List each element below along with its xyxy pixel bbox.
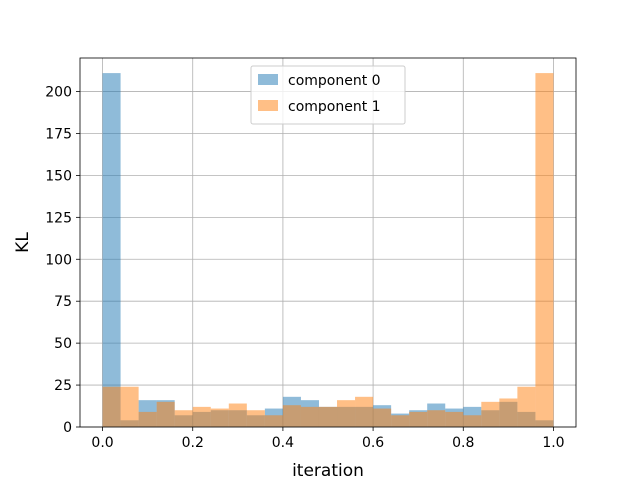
bar-series-1-bin-5 (192, 406, 211, 427)
bar-series-1-bin-6 (210, 408, 229, 427)
bar-series-1-bin-0 (102, 386, 121, 427)
bar-series-1-bin-14 (355, 396, 374, 427)
x-axis-label: iteration (292, 461, 364, 480)
legend: component 0 component 1 (250, 65, 406, 125)
bar-series-0-bin-0 (102, 73, 121, 427)
bar-series-1-bin-4 (174, 410, 193, 427)
x-tick-label-0: 0.0 (91, 435, 113, 451)
legend-swatch-component-1 (258, 100, 278, 111)
ticks: 0.0 0.2 0.4 0.6 0.8 1.0 0 25 50 75 100 125 150 175 200 (45, 85, 564, 451)
bar-series-1-bin-9 (264, 415, 283, 427)
bar-series-1-bin-7 (228, 403, 247, 427)
legend-label-component-0: component 0 (288, 73, 381, 89)
x-tick-label-2: 0.4 (272, 435, 294, 451)
y-tick-label-1: 25 (54, 378, 72, 394)
x-tick-label-1: 0.2 (182, 435, 204, 451)
legend-swatch-component-0 (258, 74, 278, 85)
y-tick-label-0: 0 (63, 420, 72, 436)
plot-frame (79, 57, 577, 428)
x-tick-label-4: 0.8 (452, 435, 474, 451)
y-tick-label-2: 50 (54, 336, 72, 352)
y-tick-label-8: 200 (45, 85, 72, 101)
bar-series-1-bin-16 (391, 415, 410, 427)
bar-series-1-bin-11 (300, 406, 319, 427)
bar-series-1-bin-24 (535, 73, 554, 427)
y-tick-label-3: 75 (54, 294, 72, 310)
x-tick-label-3: 0.6 (362, 435, 384, 451)
bar-series-1-bin-18 (427, 410, 446, 427)
bar-series-1-bin-17 (409, 411, 428, 427)
bar-series-1-bin-12 (318, 406, 338, 427)
bar-series-1-bin-13 (337, 400, 356, 427)
bar-series-1-bin-8 (246, 410, 265, 427)
legend-box (250, 65, 406, 125)
y-axis-label: KL (13, 232, 33, 253)
bars (102, 73, 554, 427)
bar-series-1-bin-19 (445, 411, 464, 427)
bar-series-1-bin-2 (138, 411, 157, 427)
bar-series-1-bin-3 (156, 401, 175, 427)
bar-series-1-bin-1 (120, 386, 139, 427)
bar-series-1-bin-20 (463, 415, 482, 427)
bar-series-1-bin-15 (373, 408, 392, 427)
bar-series-1-bin-21 (481, 401, 500, 427)
y-tick-label-6: 150 (45, 168, 72, 184)
bar-series-1-bin-23 (517, 386, 536, 427)
bar-series-1-bin-10 (282, 405, 301, 427)
y-tick-label-7: 175 (45, 126, 72, 142)
y-tick-label-4: 100 (45, 252, 72, 268)
y-tick-label-5: 125 (45, 210, 72, 226)
bar-series-1-bin-22 (499, 398, 518, 427)
legend-label-component-1: component 1 (288, 99, 381, 115)
x-tick-label-5: 1.0 (542, 435, 564, 451)
